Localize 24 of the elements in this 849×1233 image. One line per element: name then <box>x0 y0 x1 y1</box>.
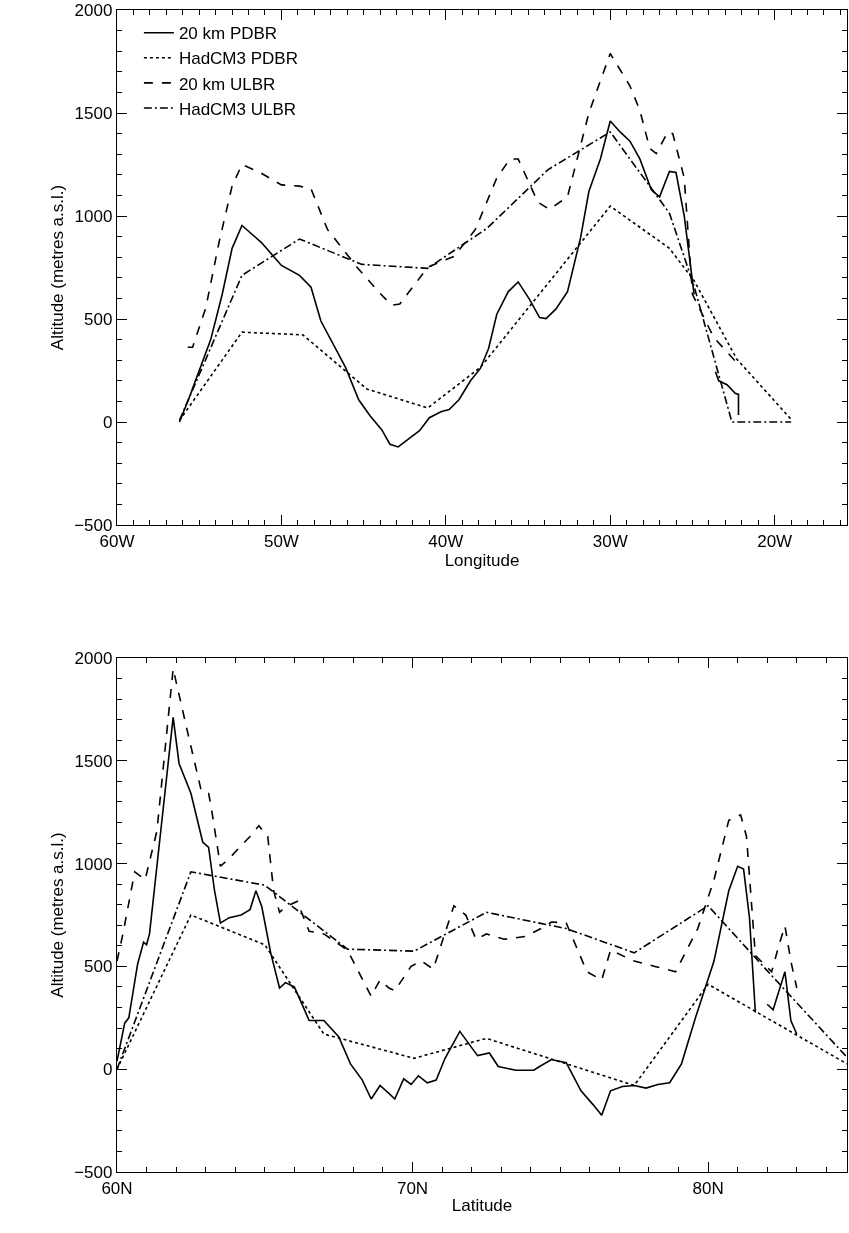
y-tick-label: 2000 <box>74 648 113 668</box>
x-tick-label: 40W <box>428 531 464 551</box>
x-tick-label: 80N <box>692 1178 724 1198</box>
y-tick-label: 0 <box>102 1060 113 1080</box>
y-tick-label: 0 <box>102 412 113 432</box>
y-axis-title: Altitude (metres a.s.l.) <box>47 184 67 351</box>
y-tick-label: 1000 <box>74 854 113 874</box>
legend-label: HadCM3 PDBR <box>178 49 298 69</box>
y-tick-label: 2000 <box>74 0 113 20</box>
y-tick-label: 1500 <box>74 103 113 123</box>
x-tick-label: 20W <box>757 531 793 551</box>
y-tick-label: 500 <box>84 957 113 977</box>
legend-label: 20 km PDBR <box>178 24 278 44</box>
x-axis-title: Longitude <box>444 550 520 570</box>
legend-label: 20 km ULBR <box>178 74 276 94</box>
x-tick-label: 70N <box>396 1178 429 1198</box>
x-tick-label: 50W <box>263 531 299 551</box>
x-axis-title: Latitude <box>451 1195 513 1215</box>
y-axis-title: Altitude (metres a.s.l.) <box>47 832 67 998</box>
x-tick-label: 30W <box>592 531 628 551</box>
y-tick-label: 1500 <box>74 751 113 771</box>
y-tick-label: 1000 <box>74 206 113 226</box>
y-tick-label: 500 <box>84 309 113 329</box>
legend-label: HadCM3 ULBR <box>178 99 297 119</box>
